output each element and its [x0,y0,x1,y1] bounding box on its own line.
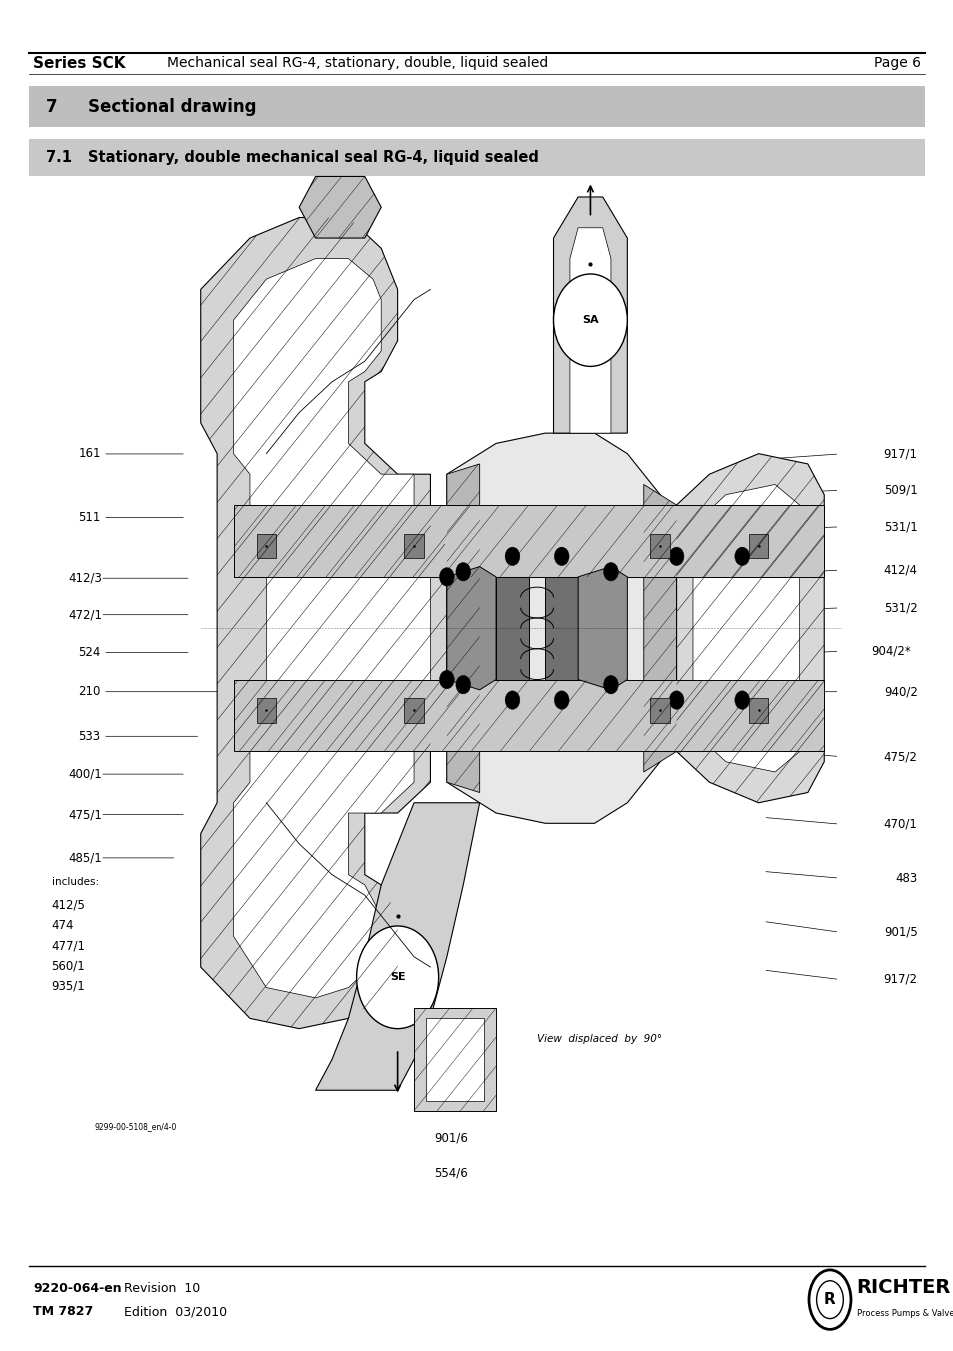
Polygon shape [496,577,528,680]
Text: 901/5: 901/5 [883,925,917,939]
Polygon shape [200,218,446,1028]
Circle shape [603,676,618,694]
Text: 477/1: 477/1 [51,939,86,952]
Bar [748,698,768,723]
Circle shape [553,274,627,366]
Circle shape [816,1281,842,1319]
Text: 904/2*: 904/2* [870,644,910,658]
Text: 940/2: 940/2 [882,685,917,698]
Text: 917/1: 917/1 [882,447,917,461]
Circle shape [439,567,454,586]
Text: 474: 474 [51,919,74,932]
Bar [29,86,924,127]
Text: 412/4: 412/4 [882,563,917,577]
Polygon shape [692,485,799,771]
Text: Sectional drawing: Sectional drawing [88,97,256,116]
Text: 475/2: 475/2 [882,750,917,763]
Text: View  displaced  by  90°: View displaced by 90° [537,1034,661,1044]
Circle shape [356,925,438,1028]
Text: Process Pumps & Valves: Process Pumps & Valves [856,1309,953,1317]
Circle shape [734,547,749,566]
Text: 531/2: 531/2 [883,601,917,615]
Text: 509/1: 509/1 [883,484,917,497]
Bar [650,698,669,723]
Bar [256,534,276,558]
Circle shape [439,670,454,689]
Bar [426,1019,483,1101]
Text: 7.1: 7.1 [46,150,71,165]
Text: Mechanical seal RG-4, stationary, double, liquid sealed: Mechanical seal RG-4, stationary, double… [167,57,548,70]
Bar [748,534,768,558]
Text: 161: 161 [78,447,101,461]
Polygon shape [578,566,627,690]
Text: RICHTER: RICHTER [856,1278,950,1297]
Text: 511: 511 [78,511,100,524]
Text: R: R [823,1292,835,1308]
Text: 554/6: 554/6 [434,1166,467,1179]
Text: 7: 7 [46,97,57,116]
Text: 560/1: 560/1 [51,959,85,973]
Text: 917/2: 917/2 [882,973,917,986]
Polygon shape [643,485,676,771]
Bar [29,139,924,176]
Bar [233,680,823,751]
Bar [404,534,423,558]
Text: includes:: includes: [51,877,98,888]
Bar [650,534,669,558]
Text: 533: 533 [78,730,100,743]
Polygon shape [299,177,381,238]
Text: Page 6: Page 6 [873,57,920,70]
Text: SE: SE [390,973,405,982]
Polygon shape [315,802,479,1090]
Text: 470/1: 470/1 [882,817,917,831]
Text: 210: 210 [78,685,100,698]
Polygon shape [233,258,430,998]
Text: 9299-00-5108_en/4-0: 9299-00-5108_en/4-0 [94,1123,176,1131]
Circle shape [668,690,683,709]
Text: 9220-064-en: 9220-064-en [33,1282,122,1296]
Circle shape [554,547,569,566]
Text: 412/3: 412/3 [69,571,103,585]
Circle shape [456,562,470,581]
Polygon shape [446,463,479,793]
Circle shape [554,690,569,709]
Polygon shape [446,434,692,823]
Circle shape [603,562,618,581]
Circle shape [504,690,519,709]
Circle shape [456,676,470,694]
Polygon shape [553,197,627,434]
Text: 483: 483 [895,871,917,885]
Polygon shape [545,577,578,680]
Polygon shape [676,454,823,802]
Text: 475/1: 475/1 [69,808,103,821]
Text: 485/1: 485/1 [69,851,102,865]
Circle shape [504,547,519,566]
Text: 935/1: 935/1 [51,979,85,993]
Polygon shape [569,228,610,434]
Text: Stationary, double mechanical seal RG-4, liquid sealed: Stationary, double mechanical seal RG-4,… [88,150,538,165]
Text: Edition  03/2010: Edition 03/2010 [124,1305,227,1319]
Text: 901/6: 901/6 [434,1131,468,1144]
Bar [233,505,823,577]
Text: Revision  10: Revision 10 [124,1282,200,1296]
Circle shape [734,690,749,709]
Circle shape [668,547,683,566]
Text: 524: 524 [78,646,100,659]
Bar [414,1008,496,1111]
Bar [256,698,276,723]
Text: Series SCK: Series SCK [33,55,126,72]
Text: 472/1: 472/1 [69,608,103,621]
Text: SA: SA [581,315,598,326]
Text: 531/1: 531/1 [883,520,917,534]
Text: 412/5: 412/5 [51,898,86,912]
Circle shape [808,1270,850,1329]
Bar [404,698,423,723]
Text: 400/1: 400/1 [69,767,102,781]
Polygon shape [446,566,496,690]
Text: TM 7827: TM 7827 [33,1305,93,1319]
